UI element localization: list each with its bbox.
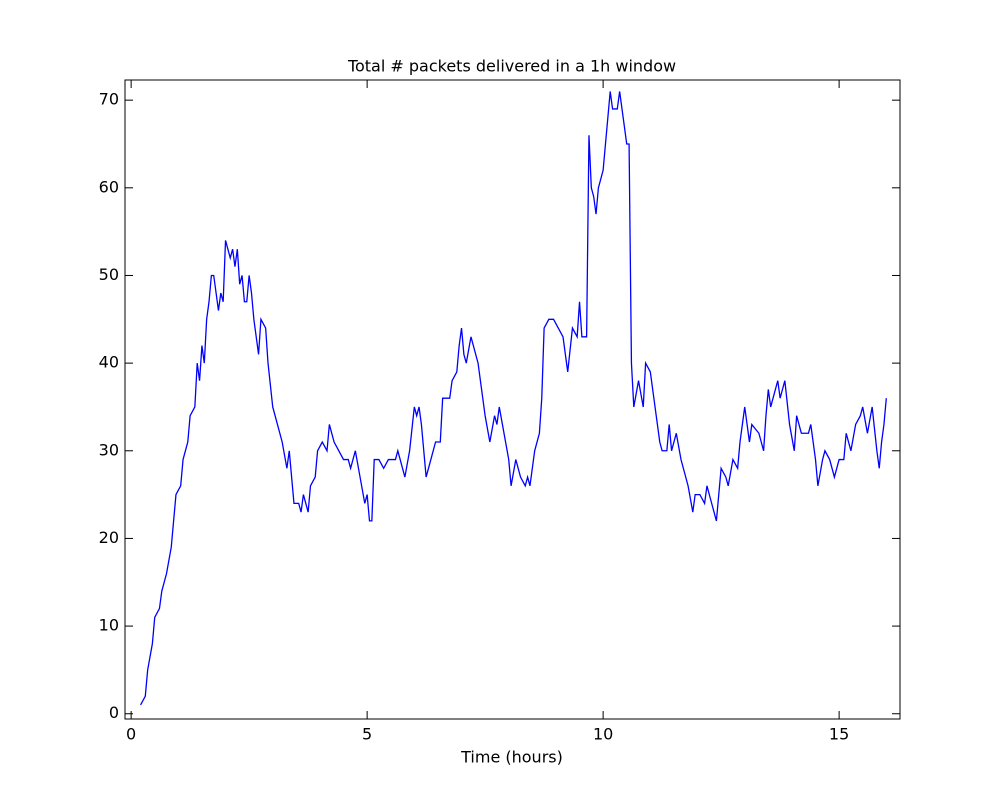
y-tick-label: 0 [109,703,119,722]
plot-frame [124,79,901,720]
y-tick-label: 50 [99,265,119,284]
y-tick-label: 60 [99,177,119,196]
x-axis-label: Time (hours) [460,748,563,767]
x-tick-label: 0 [126,725,136,744]
y-tick-label: 10 [99,616,119,635]
y-tick-label: 30 [99,440,119,459]
y-tick-label: 40 [99,353,119,372]
x-tick-label: 5 [362,725,372,744]
y-tick-label: 20 [99,528,119,547]
x-tick-label: 10 [593,725,613,744]
chart-title: Total # packets delivered in a 1h window [347,57,676,76]
x-tick-label: 15 [829,725,849,744]
data-line [140,91,887,706]
y-tick-label: 70 [99,90,119,109]
